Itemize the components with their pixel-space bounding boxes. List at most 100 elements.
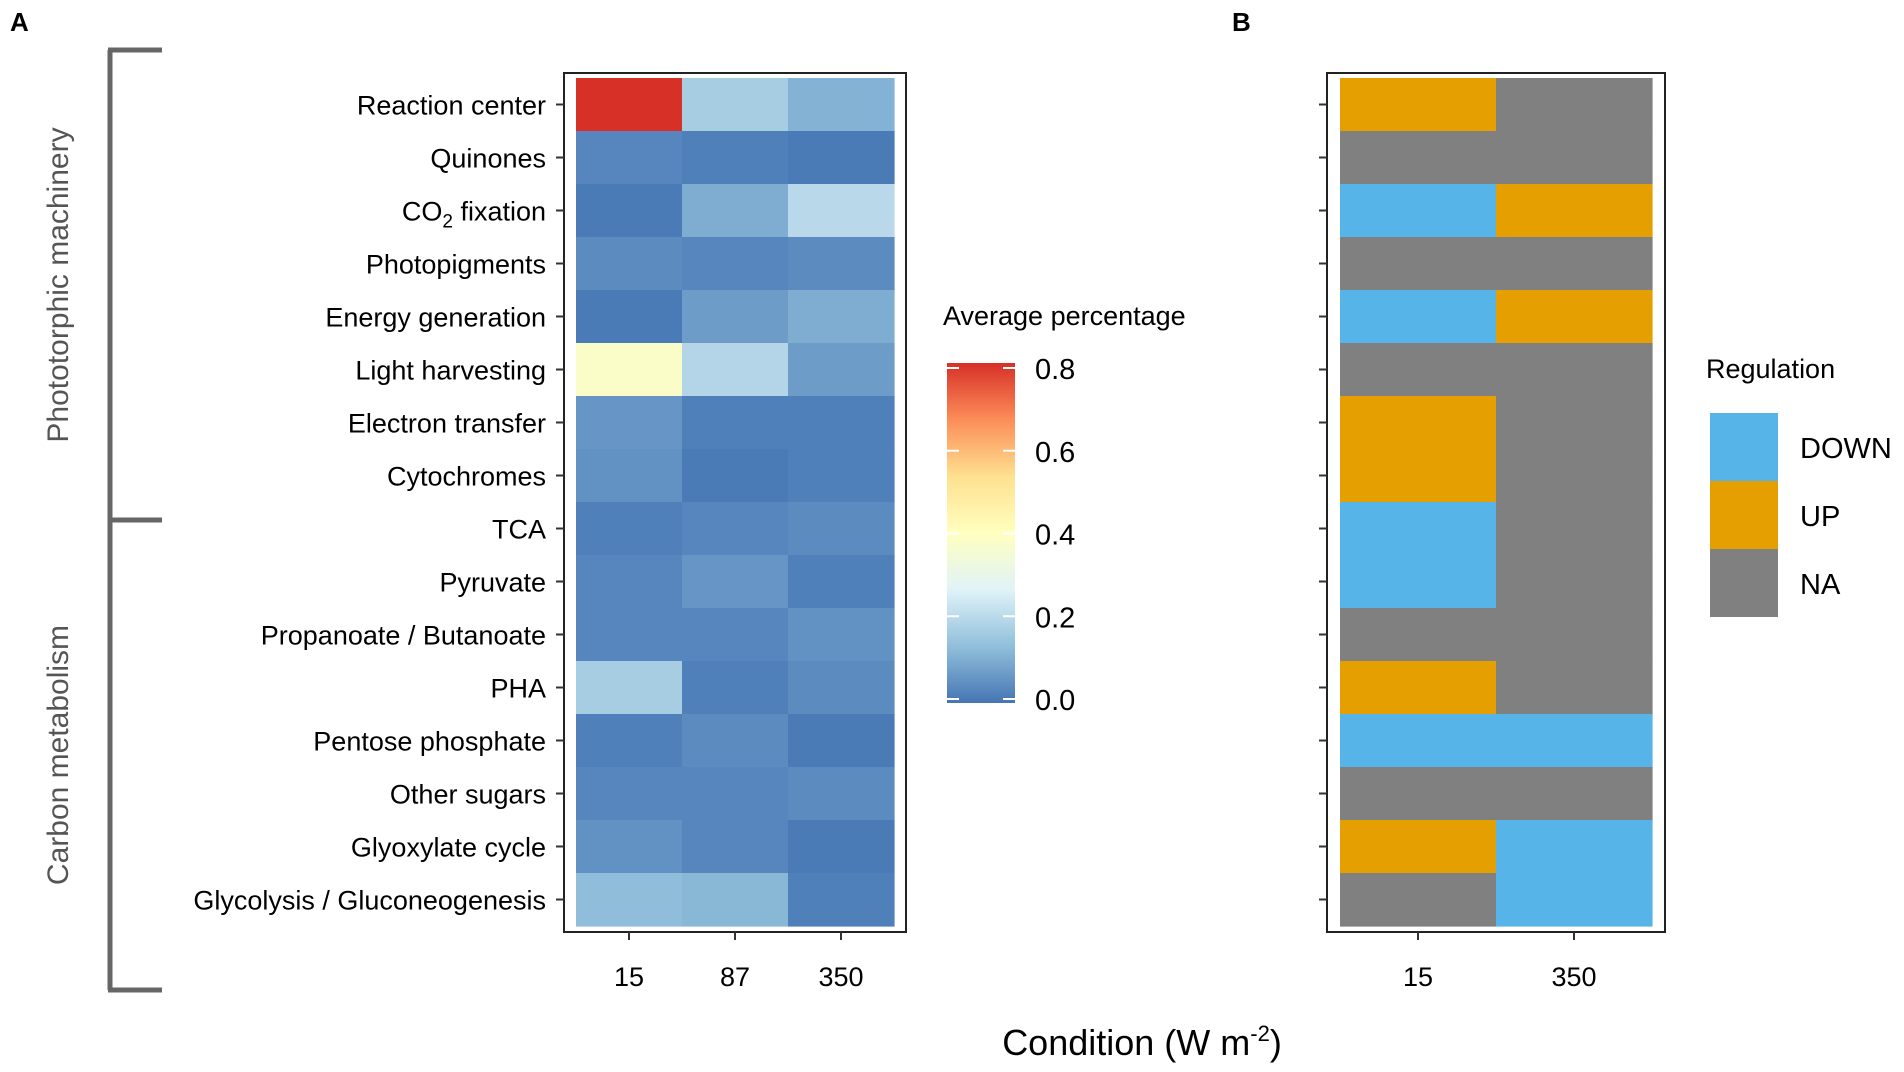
- heatmap-panel-a: Reaction center Quinones CO2 fixation Photo…: [193, 72, 907, 992]
- heatmap-a-cell: [576, 767, 683, 821]
- row-label: PHA: [490, 674, 546, 704]
- heatmap-b-cell: [1496, 661, 1653, 715]
- heatmap-a-cell: [682, 502, 789, 556]
- heatmap-a-cell: [576, 661, 683, 715]
- heatmap-b-cell: [1496, 502, 1653, 556]
- heatmap-a-cell: [682, 661, 789, 715]
- heatmap-b-cell: [1340, 449, 1497, 503]
- heatmap-b-cell: [1496, 767, 1653, 821]
- heatmap-a-cell: [788, 78, 895, 132]
- heatmap-a-cell: [576, 608, 683, 662]
- x-tick-label: 350: [818, 962, 863, 992]
- x-tick-label: 87: [720, 962, 750, 992]
- heatmap-a-cell: [576, 873, 683, 927]
- heatmap-b-cell: [1340, 555, 1497, 609]
- heatmap-a-cell: [788, 820, 895, 874]
- heatmap-a-cell: [788, 343, 895, 397]
- regulation-legend: Regulation DOWN UP NA: [1706, 354, 1892, 617]
- heatmap-b-cell: [1340, 343, 1497, 397]
- heatmap-b-cell: [1496, 820, 1653, 874]
- regulation-legend-title: Regulation: [1706, 354, 1835, 384]
- heatmap-a-cell: [576, 131, 683, 185]
- heatmap-b-cell: [1496, 608, 1653, 662]
- colorbar-tick-label: 0.8: [1035, 354, 1075, 386]
- colorbar-tick-label: 0.2: [1035, 602, 1075, 634]
- heatmap-a-cell: [788, 396, 895, 450]
- heatmap-a-cell: [788, 873, 895, 927]
- heatmap-a-cell: [682, 608, 789, 662]
- heatmap-a-cell: [788, 237, 895, 291]
- heatmap-b-cell: [1496, 873, 1653, 927]
- heatmap-a-cell: [682, 449, 789, 503]
- heatmap-a-cell: [576, 78, 683, 132]
- row-label: Other sugars: [390, 780, 546, 810]
- colorbar-tick-label: 0.6: [1035, 437, 1075, 469]
- row-label: Reaction center: [357, 91, 546, 121]
- heatmap-a-cell: [682, 873, 789, 927]
- x-tick-label: 15: [614, 962, 644, 992]
- heatmap-a-cell: [576, 449, 683, 503]
- legend-label-na: NA: [1800, 569, 1841, 601]
- heatmap-b-cell: [1496, 290, 1653, 344]
- heatmap-b-cell: [1496, 184, 1653, 238]
- heatmap-b-cell: [1496, 714, 1653, 768]
- heatmap-a-cell: [682, 131, 789, 185]
- group-label: Carbon metabolism: [42, 625, 75, 885]
- heatmap-a-cell: [576, 396, 683, 450]
- panel-label-a: A: [10, 7, 29, 37]
- heatmap-a-cell: [576, 343, 683, 397]
- heatmap-b-cell: [1340, 608, 1497, 662]
- legend-swatch-down: [1710, 413, 1778, 481]
- heatmap-a-cell: [682, 343, 789, 397]
- heatmap-a-cell: [788, 290, 895, 344]
- row-label: Pyruvate: [439, 568, 546, 598]
- heatmap-a-cell: [788, 184, 895, 238]
- legend-swatch-up: [1710, 481, 1778, 549]
- heatmap-a-cell: [788, 661, 895, 715]
- x-axis-title: Condition (W m-2): [1002, 1021, 1282, 1063]
- legend-swatch-na: [1710, 549, 1778, 617]
- heatmap-b-cell: [1340, 184, 1497, 238]
- heatmap-a-cell: [576, 237, 683, 291]
- heatmap-a-cell: [788, 131, 895, 185]
- heatmap-a-cell: [682, 820, 789, 874]
- heatmap-a-cell: [576, 714, 683, 768]
- row-label: Glycolysis / Gluconeogenesis: [193, 886, 546, 916]
- colorbar: Average percentage 0.8 0.6 0.4 0.2 0.0: [943, 301, 1186, 717]
- heatmap-a-cell: [682, 396, 789, 450]
- heatmap-a-cell: [682, 184, 789, 238]
- heatmap-b-cell: [1496, 131, 1653, 185]
- row-label: Electron transfer: [348, 409, 546, 439]
- heatmap-b-cell: [1340, 873, 1497, 927]
- row-label: CO2 fixation: [402, 197, 546, 233]
- heatmap-a-cell: [576, 820, 683, 874]
- heatmap-a-cell: [682, 714, 789, 768]
- colorbar-tick-label: 0.4: [1035, 520, 1075, 552]
- heatmap-b-cell: [1496, 237, 1653, 291]
- heatmap-b-cell: [1340, 820, 1497, 874]
- panel-b-frame: [1326, 72, 1666, 933]
- heatmap-a-cell: [788, 714, 895, 768]
- row-label: TCA: [492, 515, 546, 545]
- row-label: Photopigments: [366, 250, 546, 280]
- row-label: Glyoxylate cycle: [351, 833, 546, 863]
- heatmap-a-cell: [682, 78, 789, 132]
- heatmap-b-cell: [1340, 78, 1497, 132]
- heatmap-b-cell: [1340, 661, 1497, 715]
- heatmap-b-cell: [1340, 767, 1497, 821]
- colorbar-tick-label: 0.0: [1035, 685, 1075, 717]
- row-label: Cytochromes: [387, 462, 546, 492]
- heatmap-b-cell: [1496, 343, 1653, 397]
- heatmap-a-cell: [788, 555, 895, 609]
- heatmap-a-cell: [788, 502, 895, 556]
- heatmap-a-cell: [788, 449, 895, 503]
- heatmap-a-cell: [682, 767, 789, 821]
- heatmap-a-cell: [576, 555, 683, 609]
- legend-label-down: DOWN: [1800, 433, 1892, 465]
- heatmap-b-cell: [1496, 396, 1653, 450]
- row-label: Quinones: [430, 144, 546, 174]
- heatmap-panel-b: 15 350: [1319, 72, 1666, 992]
- heatmap-a-cell: [576, 290, 683, 344]
- legend-label-up: UP: [1800, 501, 1840, 533]
- heatmap-b-cell: [1340, 396, 1497, 450]
